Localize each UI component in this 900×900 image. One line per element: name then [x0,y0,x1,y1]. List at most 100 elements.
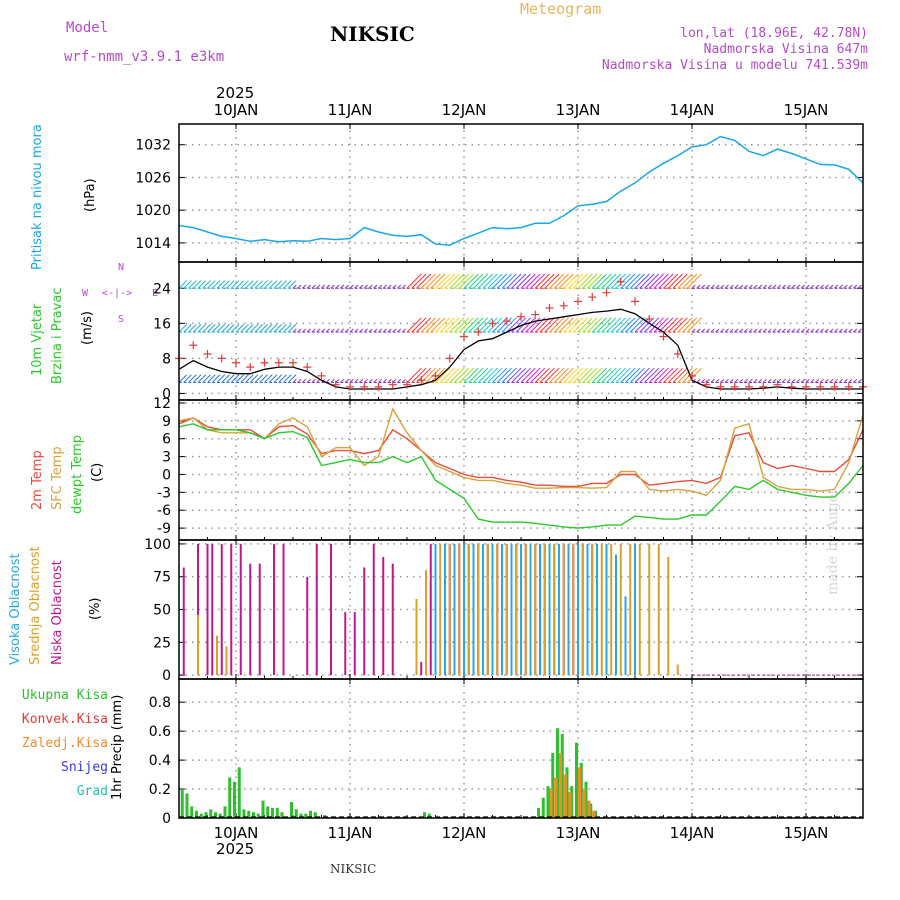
wind-barb [819,284,824,289]
wind-barb [325,284,330,289]
wind-barb [435,317,451,333]
wind-barb [378,284,383,289]
series-temp-0 [178,417,864,488]
wind-barb [753,378,758,383]
wind-barb [273,374,283,383]
wind-barb [710,378,715,383]
wind-barb [834,328,839,333]
year-label-top: 2025 [216,84,255,102]
gust-marker [289,358,297,367]
day-label-top: 12JAN [442,101,487,119]
wind-barb [610,317,626,333]
wind-barb [587,317,603,333]
wind-barb [791,328,796,333]
wind-barb [264,374,273,383]
gust-marker [488,319,497,328]
wind-barb [767,284,772,289]
wind-barb [544,317,560,333]
precip-bar [559,752,562,818]
model-label: Model [66,20,109,36]
wind-barb [207,374,216,383]
wind-barb [762,378,767,383]
y-tick-label: 9 [162,414,171,430]
wind-barb [615,367,631,383]
gust-marker [274,358,283,367]
y-tick-label: 3 [162,450,171,466]
wind-barb [781,378,786,383]
wind-barb [591,273,607,289]
wind-barb [306,284,311,289]
wind-barb [620,367,636,383]
wind-barb [197,324,207,333]
wind-barb [639,317,655,333]
wind-barb [359,378,364,383]
wind-barb [273,324,283,333]
y-tick-label: -6 [157,503,171,519]
wind-barb [724,284,729,289]
wind-barb [629,273,645,289]
wind-barb [458,317,474,333]
gust-marker [517,312,525,321]
wind-barb [558,317,574,333]
wind-barb [715,378,720,383]
wind-barb [340,378,345,383]
wind-barb [197,280,207,289]
wind-barb [634,317,650,333]
precip-bar [582,789,586,818]
gust-marker [559,301,568,310]
wind-barb [439,317,455,333]
wind-barb [458,367,474,383]
y-tick-label: 1032 [135,138,171,154]
wind-barb [373,328,378,333]
wind-barb [777,328,782,333]
wind-barb [245,280,254,289]
wind-barb [501,367,517,383]
wind-barb [606,367,622,383]
wind-barb [207,324,216,333]
wind-barb [454,273,470,289]
wind-barb [411,367,427,383]
legend-total: Ukupna Kisa [21,688,108,703]
wind-barb [492,317,508,333]
wind-barb [686,273,702,289]
wind-barb [268,324,278,333]
wind-barb [283,324,292,333]
wind-barb [340,328,345,333]
wind-barb [748,378,753,383]
precip-bar [584,781,588,818]
wind-barb [482,367,498,383]
precip-bar [556,728,559,818]
y-tick-label: 0 [162,386,171,402]
wind-barb [520,273,536,289]
wind-barb [515,367,531,383]
precip-bar [563,774,567,818]
wind-barb [648,317,664,333]
wind-barb [762,328,767,333]
gust-marker [602,288,611,297]
wind-barb [401,378,406,383]
wind-barb [297,284,302,289]
y-tick-label: 0.6 [149,724,171,740]
gust-marker [445,354,454,363]
wind-barb [539,273,555,289]
wind-barb [287,374,297,383]
wind-barb [857,284,862,289]
y-tick-label: 6 [162,432,171,448]
wind-barb [306,328,311,333]
wind-barb [188,280,197,289]
footer-station: NIKSIC [330,862,377,876]
wind-barb [544,273,560,289]
series-temp-1 [178,407,864,497]
wind-barb [302,378,307,383]
wind-barb [753,284,758,289]
wind-barb [287,280,297,289]
precip-bar [256,813,260,818]
wind-barb [800,284,805,289]
wind-barb [363,284,368,289]
wind-barb [682,317,698,333]
series-pressure [178,135,864,246]
wind-barb [435,273,451,289]
y-tick-label: 1020 [135,203,171,219]
wind-barb [249,280,259,289]
wind-barb [701,328,706,333]
